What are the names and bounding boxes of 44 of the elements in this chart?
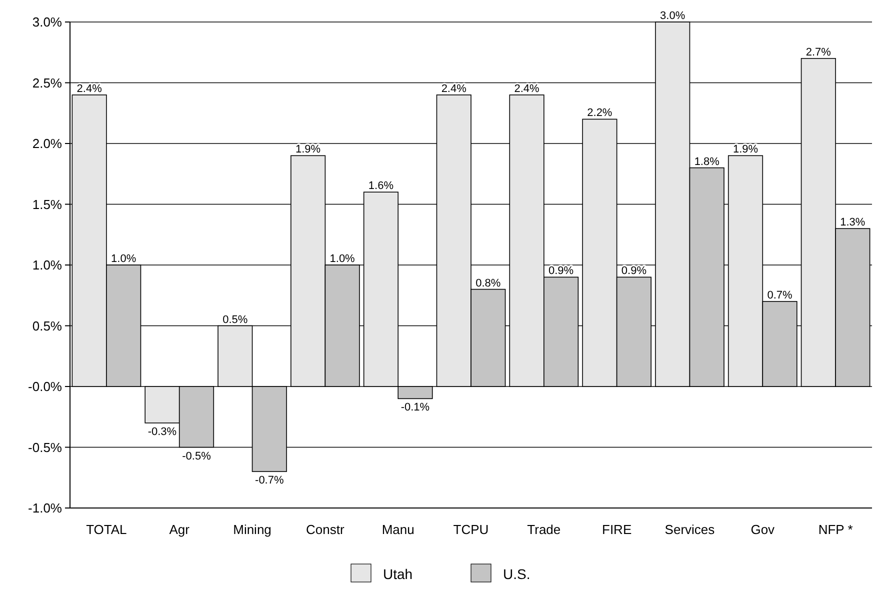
data-label: 2.2% [587, 107, 612, 120]
data-label: 0.9% [621, 265, 647, 278]
y-tick-label: -0.5% [28, 440, 62, 455]
y-tick-label: 0.5% [32, 318, 62, 334]
data-label: 0.7% [767, 289, 793, 302]
data-label: 2.4% [441, 82, 467, 95]
data-label: 1.6% [368, 180, 394, 192]
data-label: 0.8% [476, 277, 501, 290]
data-label: 1.0% [111, 253, 136, 265]
legend-label: Utah [383, 566, 413, 582]
y-tick-label: 3.0% [32, 14, 62, 30]
y-tick-label: 1.5% [32, 196, 62, 212]
data-label: 0.5% [222, 314, 248, 326]
data-label: 1.9% [732, 144, 758, 156]
x-tick-label: Mining [233, 522, 272, 537]
data-label: 2.4% [514, 82, 540, 95]
data-label: -0.1% [400, 402, 430, 414]
x-tick-label: Agr [169, 522, 190, 537]
x-tick-label: Trade [527, 522, 561, 537]
data-label: 1.0% [330, 253, 356, 265]
y-tick-label: -1.0% [28, 500, 62, 516]
x-tick-label: Manu [382, 522, 414, 537]
x-tick-label: FIRE [602, 522, 632, 537]
data-label: 2.4% [76, 82, 102, 95]
data-label: -0.7% [255, 474, 284, 487]
data-label: 0.9% [548, 265, 574, 278]
data-label: 1.8% [694, 156, 720, 168]
data-label: -0.5% [182, 450, 212, 462]
data-label: 3.0% [660, 10, 686, 22]
data-label: 1.3% [840, 216, 866, 229]
y-tick-label: 2.0% [32, 136, 62, 152]
legend-label: U.S. [503, 566, 530, 582]
x-tick-label: TCPU [453, 522, 489, 537]
y-tick-label: -0.0% [28, 379, 62, 394]
data-label: -0.3% [148, 426, 177, 438]
data-label: 1.9% [296, 144, 321, 156]
x-tick-label: NFP * [818, 522, 853, 537]
x-tick-label: Constr [306, 522, 345, 537]
y-tick-label: 2.5% [32, 75, 62, 90]
x-tick-label: Services [664, 522, 716, 537]
y-tick-label: 1.0% [32, 258, 62, 273]
x-tick-label: TOTAL [86, 522, 127, 537]
x-tick-label: Gov [750, 522, 776, 537]
data-label: 2.7% [806, 46, 832, 58]
